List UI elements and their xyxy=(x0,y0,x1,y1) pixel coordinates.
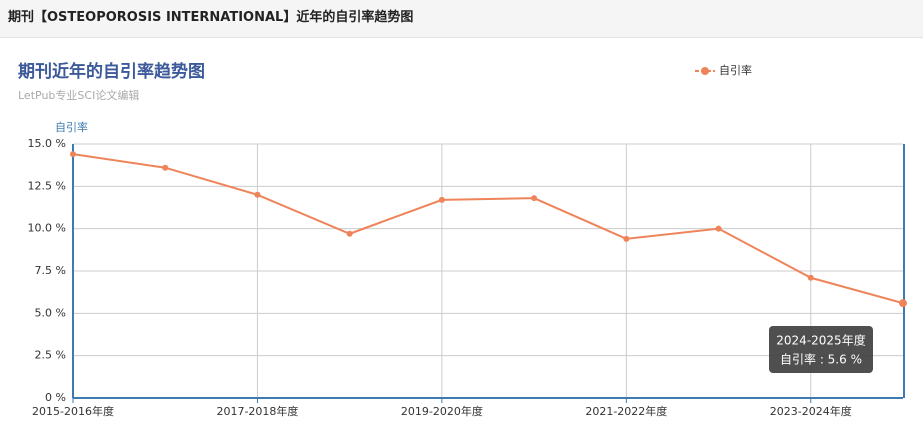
x-tick-label: 2019-2020年度 xyxy=(401,404,483,418)
tooltip-text: 自引率 : 5.6 % xyxy=(780,352,862,367)
point xyxy=(807,274,814,281)
x-tick-label: 2021-2022年度 xyxy=(585,404,667,418)
y-tick-label: 7.5 % xyxy=(35,264,66,277)
y-tick-label: 15.0 % xyxy=(28,137,66,150)
point xyxy=(346,230,353,237)
y-tick-label: 12.5 % xyxy=(28,179,66,192)
header-title: 期刊【OSTEOPOROSIS INTERNATIONAL】近年的自引率趋势图 xyxy=(0,0,923,38)
point xyxy=(899,299,907,308)
legend-marker xyxy=(701,67,709,75)
line xyxy=(72,153,904,305)
point xyxy=(70,151,76,158)
point xyxy=(623,235,630,242)
y-tick-label: 2.5 % xyxy=(35,349,66,362)
x-tick-label: 2015-2016年度 xyxy=(32,404,114,418)
y-tick-label: 5.0 % xyxy=(35,306,66,319)
y-tick-label: 0 % xyxy=(45,391,66,404)
tooltip xyxy=(769,326,873,373)
legend-label: 自引率 xyxy=(719,63,752,77)
tooltip-title: 2024-2025年度 xyxy=(776,333,865,348)
chart: 期刊近年的自引率趋势图 LetPub专业SCI论文编辑 自引率 0 % 2.5 %… xyxy=(18,61,907,418)
chart-title: 期刊近年的自引率趋势图 xyxy=(18,61,205,82)
x-tick-label: 2017-2018年度 xyxy=(216,404,298,418)
y-axis-label: 自引率 xyxy=(55,120,88,134)
point xyxy=(254,191,261,198)
point xyxy=(715,225,722,232)
y-tick-label: 10.0 % xyxy=(28,222,66,235)
point xyxy=(438,196,445,203)
chart-subtitle: LetPub专业SCI论文编辑 xyxy=(18,88,139,102)
point xyxy=(162,164,169,171)
point xyxy=(531,195,538,202)
x-tick-label: 2023-2024年度 xyxy=(770,404,852,418)
